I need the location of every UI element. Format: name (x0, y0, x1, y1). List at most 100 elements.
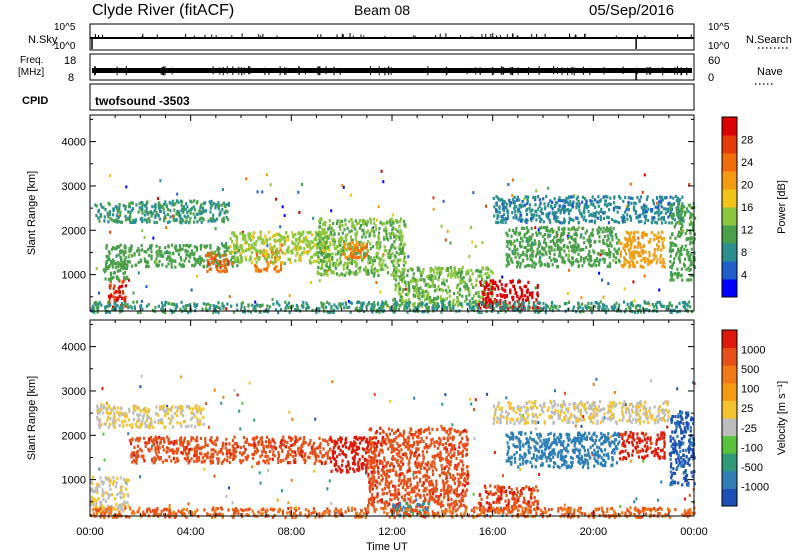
data-cell (393, 240, 396, 244)
data-cell (597, 204, 600, 208)
data-cell (687, 250, 690, 254)
data-cell (602, 241, 606, 245)
data-cell (381, 222, 384, 226)
data-cell (341, 302, 344, 306)
data-speck (190, 288, 193, 292)
data-cell (384, 248, 387, 253)
data-cell (342, 267, 345, 271)
data-cell (291, 437, 294, 441)
data-cell (578, 202, 581, 207)
data-cell (549, 229, 552, 233)
data-cell (629, 239, 632, 243)
data-cell (260, 250, 263, 254)
data-cell (578, 310, 581, 314)
data-cell (111, 265, 114, 269)
data-cell (217, 259, 220, 263)
data-cell (552, 239, 555, 243)
data-cell (218, 204, 221, 208)
data-cell (157, 304, 160, 308)
data-cell (212, 310, 215, 315)
data-cell (400, 295, 403, 299)
data-cell (676, 234, 679, 238)
data-cell (207, 258, 210, 262)
data-cell (357, 221, 360, 225)
data-cell (680, 204, 683, 209)
data-cell (312, 259, 316, 263)
data-cell (227, 259, 230, 264)
data-cell (581, 195, 585, 199)
data-cell (203, 210, 206, 214)
data-cell (508, 201, 511, 206)
data-cell (606, 238, 609, 243)
data-cell (327, 226, 330, 230)
data-cell (206, 244, 209, 248)
data-cell (433, 284, 436, 288)
data-cell (569, 208, 572, 212)
data-cell (657, 203, 660, 208)
data-cell (669, 278, 672, 282)
data-cell (666, 305, 669, 309)
data-cell (168, 255, 171, 259)
data-cell (179, 256, 182, 260)
data-cell (566, 200, 569, 204)
data-cell (283, 240, 286, 244)
data-cell (221, 302, 224, 306)
data-cell (487, 288, 490, 292)
data-cell (334, 261, 337, 265)
data-cell (643, 301, 646, 305)
data-cell (560, 232, 563, 236)
data-cell (598, 239, 601, 243)
data-speck (256, 190, 259, 194)
data-cell (412, 272, 415, 276)
data-cell (367, 257, 370, 261)
data-cell (483, 280, 486, 284)
data-cell (369, 217, 372, 221)
data-cell (537, 207, 540, 211)
data-cell (421, 294, 424, 299)
data-cell (442, 289, 445, 293)
data-cell (519, 303, 522, 307)
data-cell (581, 306, 584, 311)
data-cell (158, 207, 161, 211)
data-cell (236, 235, 239, 239)
data-cell (428, 273, 431, 277)
data-cell (531, 241, 534, 245)
data-cell (405, 299, 408, 303)
data-cell (588, 252, 591, 256)
data-cell (477, 299, 481, 303)
data-speck (276, 498, 279, 502)
data-cell (678, 258, 681, 262)
data-cell (339, 239, 343, 244)
data-cell (339, 227, 342, 231)
data-cell (667, 207, 670, 211)
data-cell (107, 254, 110, 258)
data-cell (302, 305, 305, 309)
data-cell (518, 297, 521, 301)
data-cell (403, 300, 406, 304)
data-cell (399, 258, 402, 262)
data-cell (515, 226, 518, 231)
data-cell (240, 305, 243, 309)
data-cell (517, 280, 520, 284)
data-cell (291, 240, 294, 244)
data-cell (352, 225, 355, 229)
data-cell (491, 300, 494, 304)
data-cell (113, 271, 116, 275)
data-cell (193, 220, 196, 224)
data-cell (521, 251, 525, 255)
data-cell (651, 216, 654, 220)
data-cell (637, 236, 640, 240)
data-cell (399, 234, 402, 238)
data-cell (623, 256, 626, 260)
data-cell (585, 202, 588, 206)
data-cell (215, 304, 218, 309)
data-cell (224, 253, 227, 257)
data-cell (101, 482, 104, 486)
data-cell (210, 219, 214, 223)
data-cell (567, 300, 570, 304)
data-cell (501, 287, 504, 291)
data-cell (675, 208, 679, 212)
data-cell (531, 233, 534, 237)
data-cell (220, 203, 223, 207)
data-cell (257, 269, 260, 273)
